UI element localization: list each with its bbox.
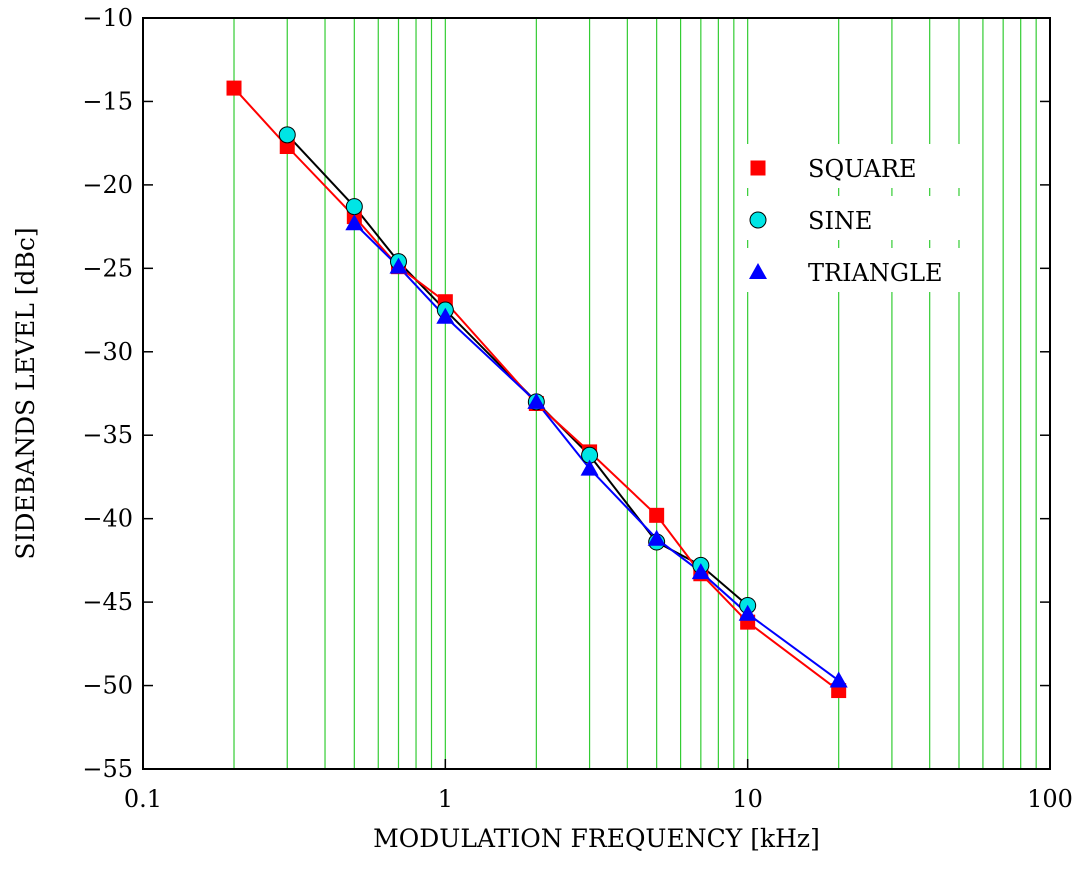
y-tick-label: −20 (82, 171, 133, 199)
x-tick-label: 0.1 (124, 785, 162, 813)
x-axis-label: MODULATION FREQUENCY [kHz] (373, 824, 820, 853)
data-point-triangle (345, 214, 364, 231)
y-tick-label: −35 (82, 421, 133, 449)
plot-series (226, 80, 848, 699)
y-tick-label: −15 (82, 87, 133, 115)
y-tick-label: −50 (82, 672, 133, 700)
legend-label-sine: SINE (808, 207, 872, 235)
legend-marker-triangle (749, 263, 767, 279)
data-point-triangle (389, 257, 408, 274)
data-point-triangle (647, 529, 666, 546)
data-point-triangle (527, 392, 546, 409)
data-point-sine (345, 198, 363, 216)
series-markers-triangle (345, 214, 848, 688)
y-tick-label: −45 (82, 588, 133, 616)
y-tick-label: −55 (82, 755, 133, 783)
y-tick-label: −10 (82, 4, 133, 32)
y-tick-label: −40 (82, 505, 133, 533)
data-point-square (649, 507, 665, 523)
legend-background (740, 248, 980, 292)
legend-label-triangle: TRIANGLE (808, 259, 943, 287)
legend-background (740, 144, 980, 188)
legend-marker-sine (749, 211, 767, 229)
x-tick-label: 1 (438, 785, 453, 813)
x-tick-label: 100 (1027, 785, 1073, 813)
data-point-square (226, 80, 242, 96)
plot-frame (142, 17, 1051, 770)
data-point-triangle (436, 307, 455, 324)
series-markers-sine (278, 126, 757, 614)
y-tick-label: −30 (82, 338, 133, 366)
x-tick-label: 10 (732, 785, 763, 813)
axis-ticks: −55 −50 −45 −40 −35 −30 −25 −20 −15 −10 0.1 1 10 100 (82, 4, 1073, 813)
legend-marker-square (750, 160, 766, 176)
data-point-triangle (738, 604, 757, 621)
legend-background (740, 196, 980, 240)
data-point-triangle (691, 563, 710, 580)
grid-lines (233, 18, 1037, 769)
legend-label-square: SQUARE (808, 155, 917, 183)
legend: SQUARE SINE TRIANGLE (740, 144, 980, 292)
data-point-triangle (829, 671, 848, 688)
data-point-square (279, 139, 295, 155)
data-point-triangle (580, 459, 599, 476)
data-point-sine (278, 126, 296, 144)
y-axis-label: SIDEBANDS LEVEL [dBc] (11, 227, 40, 559)
y-tick-label: −25 (82, 254, 133, 282)
